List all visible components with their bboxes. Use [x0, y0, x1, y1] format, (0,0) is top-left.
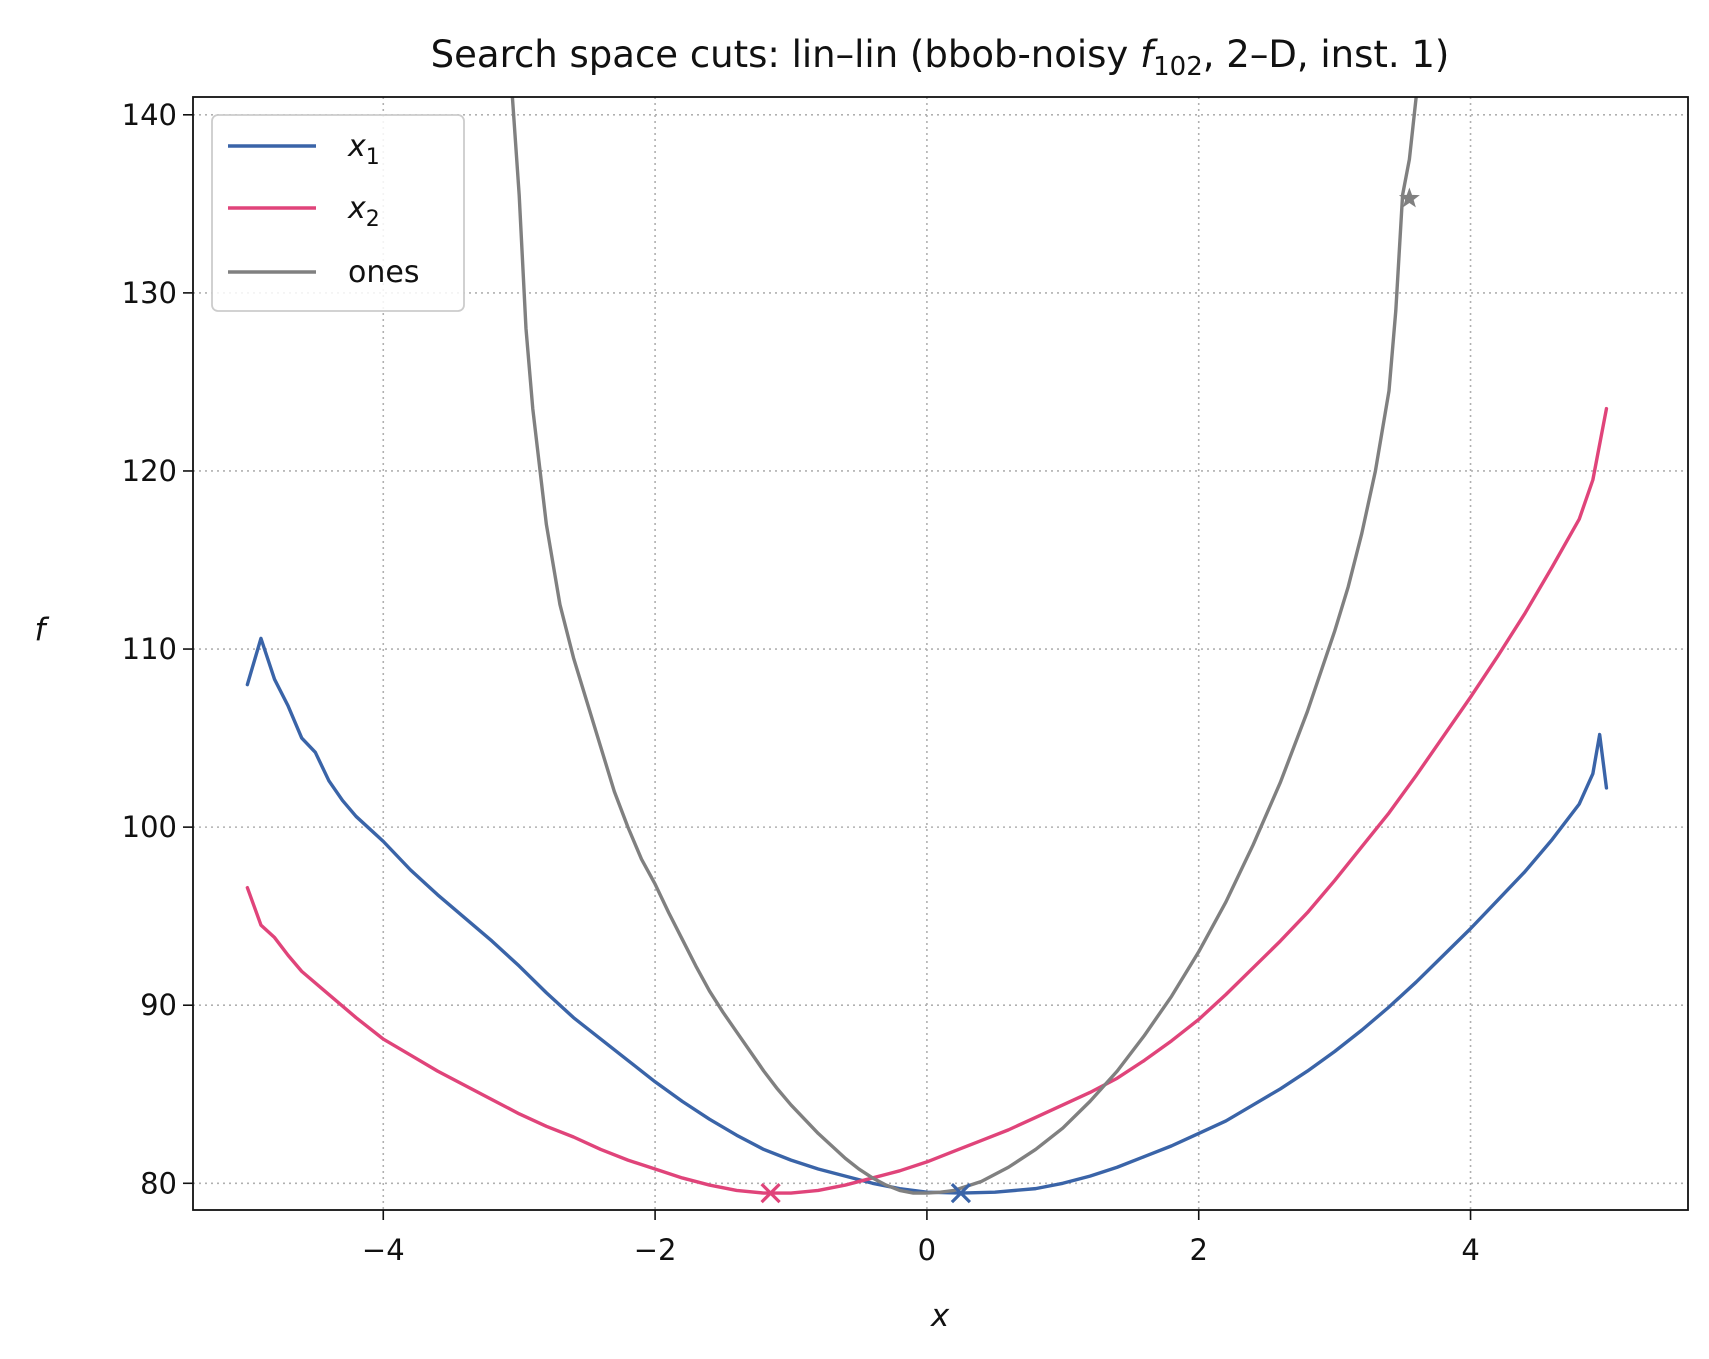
axes-frame [192, 96, 1689, 1211]
y-tick-label: 90 [140, 988, 177, 1022]
markers [760, 187, 1420, 1204]
legend: x1 x2 ones [211, 114, 465, 312]
marker-min-x2 [760, 1182, 781, 1204]
chart-title-main: Search space cuts: lin–lin (bbob-noisy [431, 33, 1140, 76]
legend-label-x2: x2 [347, 191, 380, 232]
legend-box [211, 114, 465, 312]
x-tick-label: −2 [634, 1233, 677, 1267]
y-tick-label: 140 [122, 98, 177, 132]
y-tick-label: 100 [122, 810, 177, 844]
plot-area [245, 97, 1609, 1195]
y-tick-label: 130 [122, 276, 177, 310]
chart-title-sub: 102 [1153, 52, 1203, 82]
ticks: −4 −2 0 2 4 80 90 100 110 120 130 140 [122, 98, 1480, 1267]
series-line-ones [510, 97, 1418, 1195]
legend-label-x1: x1 [347, 129, 380, 170]
x-axis-label: x [930, 1298, 950, 1334]
legend-label-ones: ones [348, 255, 419, 290]
x-tick-label: 4 [1461, 1233, 1479, 1267]
y-tick-label: 120 [122, 454, 177, 488]
x-tick-label: 0 [918, 1233, 936, 1267]
x-tick-label: 2 [1190, 1233, 1208, 1267]
marker-min-x1 [950, 1182, 972, 1204]
marker-star-ones [1398, 187, 1420, 208]
chart-title: Search space cuts: lin–lin (bbob-noisy f… [431, 33, 1450, 82]
series-line-x2 [245, 406, 1609, 1195]
y-tick-label: 110 [122, 632, 177, 666]
chart-title-rest: , 2–D, inst. 1) [1203, 33, 1450, 76]
x-tick-label: −4 [362, 1233, 405, 1267]
y-tick-label: 80 [140, 1166, 177, 1200]
